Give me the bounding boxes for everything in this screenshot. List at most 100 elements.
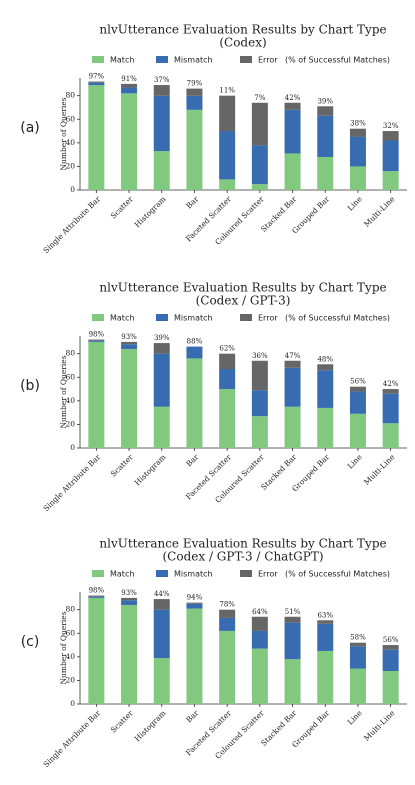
legend-label: Error [258, 314, 278, 323]
bar-segment [251, 416, 268, 448]
x-tick-label: Line [346, 452, 365, 471]
rate-label: 42% [285, 94, 301, 102]
bar-segment [186, 109, 203, 190]
bar-segment [153, 609, 170, 659]
bar-segment [382, 171, 399, 190]
bar-segment [219, 617, 236, 631]
bar-segment [317, 106, 334, 116]
bar-segment [186, 358, 203, 448]
bar-segment [284, 153, 301, 190]
bar-segment [88, 596, 105, 598]
bar-segment [317, 620, 334, 624]
bar-segment [88, 82, 105, 86]
rate-label: 94% [187, 594, 203, 602]
rate-label: 32% [383, 122, 399, 130]
y-tick-label: 0 [70, 443, 75, 452]
y-tick-label: 20 [65, 675, 75, 684]
bar-segment [88, 85, 105, 190]
bar-segment [349, 668, 366, 704]
bar-segment [349, 413, 366, 448]
y-tick-label: 40 [65, 652, 75, 661]
chart-subtitle: (Codex) [219, 36, 266, 50]
x-tick-label: Bar [184, 452, 200, 468]
rate-label: 39% [317, 97, 333, 105]
bar-segment [121, 83, 138, 88]
bar-segment [317, 364, 334, 371]
bar-segment [153, 151, 170, 190]
bar-segment [153, 599, 170, 610]
x-tick-label: Bar [184, 708, 200, 724]
rate-label: 47% [285, 352, 301, 360]
bar-segment [349, 136, 366, 167]
x-tick-label: Multi-Line [362, 708, 397, 743]
x-tick-label: Scatter [109, 194, 135, 220]
chart-subtitle: (Codex / GPT-3) [196, 294, 291, 308]
legend-note: (% of Successful Matches) [285, 56, 390, 65]
rate-label: 7% [254, 94, 265, 102]
bar-segment [382, 670, 399, 704]
x-tick-label: Multi-Line [362, 452, 397, 487]
rate-label: 38% [350, 120, 366, 128]
rate-label: 37% [154, 76, 170, 84]
bar-segment [186, 88, 203, 96]
bar-segment [121, 600, 138, 605]
y-tick-label: 60 [65, 628, 75, 637]
bar-segment [317, 370, 334, 408]
bar-segment [88, 341, 105, 448]
bar-segment [382, 140, 399, 172]
bar-segment [219, 179, 236, 190]
y-tick-label: 80 [65, 349, 75, 358]
rate-label: 56% [383, 636, 399, 644]
rate-label: 51% [285, 608, 301, 616]
bar-segment [284, 659, 301, 704]
legend-label: Error [258, 570, 278, 579]
bar-segment [349, 646, 366, 669]
legend-swatch [240, 314, 252, 321]
y-axis-label: Number of Queries [59, 355, 68, 428]
x-tick-label: Scatter [109, 452, 135, 478]
bar-segment [219, 353, 236, 370]
rate-label: 36% [252, 352, 268, 360]
rate-label: 78% [219, 601, 235, 609]
bar-segment [153, 353, 170, 407]
legend-swatch [240, 570, 252, 577]
x-tick-label: Line [346, 194, 365, 213]
y-tick-label: 20 [65, 419, 75, 428]
bar-segment [251, 616, 268, 631]
bar-segment [121, 87, 138, 94]
panel-label: (b) [20, 378, 40, 394]
bar-segment [317, 623, 334, 651]
bar-segment [251, 648, 268, 704]
legend-label: Match [110, 314, 134, 323]
panel-label: (c) [21, 634, 40, 650]
chart-title: nlvUtterance Evaluation Results by Chart… [99, 537, 386, 551]
x-tick-label: Single Attribute Bar [42, 708, 103, 769]
legend-label: Mismatch [174, 314, 213, 323]
bar-segment [284, 622, 301, 660]
bar-segment [382, 645, 399, 650]
bar-segment [88, 339, 105, 341]
bar-segment [186, 603, 203, 609]
bar-segment [284, 616, 301, 623]
legend-swatch [156, 314, 168, 321]
legend-label: Error [258, 56, 278, 65]
bar-segment [317, 650, 334, 704]
y-tick-label: 80 [65, 91, 75, 100]
bar-segment [88, 81, 105, 83]
bar-segment [251, 360, 268, 391]
legend-label: Mismatch [174, 570, 213, 579]
rate-label: 98% [89, 331, 105, 339]
bar-segment [251, 390, 268, 417]
bar-segment [121, 93, 138, 190]
bar-segment [186, 602, 203, 604]
bar-segment [284, 406, 301, 448]
rate-label: 11% [219, 87, 235, 95]
rate-label: 91% [121, 75, 137, 83]
legend-label: Mismatch [174, 56, 213, 65]
bar-segment [349, 642, 366, 647]
bar-segment [121, 348, 138, 448]
rate-label: 97% [89, 73, 105, 81]
y-tick-label: 0 [70, 185, 75, 194]
rate-label: 56% [350, 378, 366, 386]
